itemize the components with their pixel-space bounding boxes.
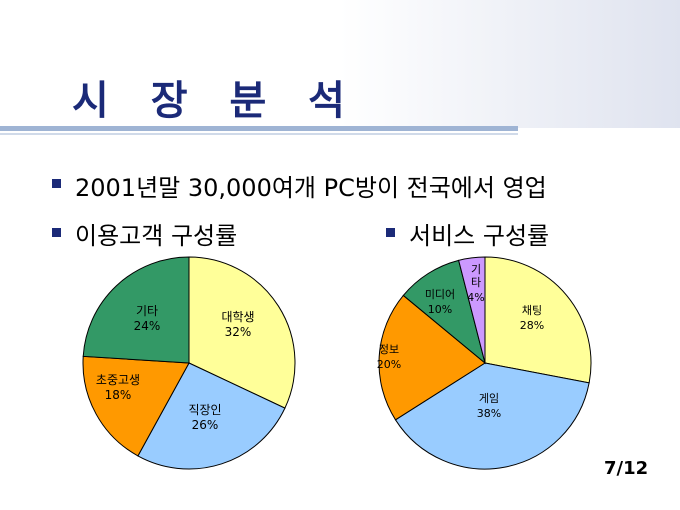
service-pie-chart: 채팅 28% 게임 38% 정보 20% 미디어 10% 기타 4%	[377, 256, 592, 470]
slice-label: 채팅	[522, 304, 542, 317]
slice-label: 미디어	[425, 288, 455, 301]
slice-label: 정보	[379, 343, 399, 356]
slide-title: 시 장 분 석	[72, 78, 359, 124]
slice-label: 초중고생	[96, 373, 140, 387]
slice-label: 기	[471, 263, 481, 276]
title-band	[0, 0, 680, 128]
pie-slice	[458, 256, 486, 364]
bullet-text-customer: 이용고객 구성률	[75, 222, 238, 250]
bullet-square-icon	[52, 228, 61, 237]
slice-label: 대학생	[221, 310, 254, 324]
slice-label: 기타	[136, 304, 158, 318]
slice-percent-label: 24%	[134, 319, 161, 333]
bullet-square-icon	[386, 228, 395, 237]
bullet-text-service: 서비스 구성률	[409, 222, 550, 250]
slice-label: 직장인	[188, 403, 221, 417]
slice-percent-label: 4%	[467, 291, 484, 304]
bullet-square-icon	[52, 179, 61, 188]
slice-label: 타	[471, 276, 481, 289]
pie-slice	[82, 355, 190, 457]
slice-percent-label: 18%	[105, 388, 132, 402]
title-rule	[0, 126, 518, 131]
pie-slice	[484, 256, 592, 384]
bullet-text-pc-bang: 2001년말 30,000여개 PC방이 전국에서 영업	[75, 174, 547, 202]
slice-percent-label: 28%	[520, 319, 544, 332]
slice-percent-label: 20%	[377, 358, 401, 371]
title-rule-thin	[0, 133, 518, 135]
pie-slice	[82, 256, 190, 364]
pie-slice	[188, 256, 296, 409]
slice-percent-label: 38%	[477, 407, 501, 420]
pie-slice	[378, 294, 486, 421]
slice-label: 게임	[479, 392, 499, 405]
page-number: 7/12	[604, 458, 649, 479]
slice-percent-label: 26%	[192, 418, 219, 432]
slice-percent-label: 10%	[428, 303, 452, 316]
slice-percent-label: 32%	[225, 325, 252, 339]
